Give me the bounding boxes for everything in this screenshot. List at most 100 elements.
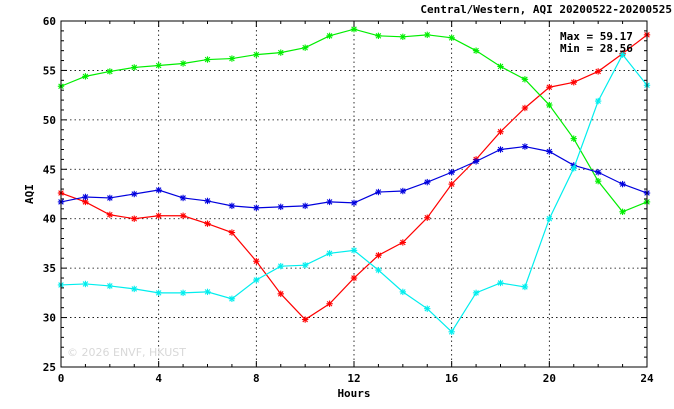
series-0-point bbox=[399, 239, 407, 246]
series-3-point bbox=[472, 289, 480, 297]
series-0-point bbox=[497, 128, 504, 135]
series-0-point bbox=[131, 215, 138, 222]
series-3-point bbox=[399, 288, 407, 296]
series-2-point bbox=[106, 194, 114, 202]
series-0-point bbox=[570, 79, 577, 86]
grid bbox=[61, 21, 647, 367]
series-2-point bbox=[131, 190, 138, 198]
series-0-point bbox=[521, 104, 529, 112]
y-tick-label: 25 bbox=[43, 361, 56, 374]
series-0-point bbox=[277, 290, 284, 298]
series-1-point bbox=[155, 62, 162, 69]
y-tick-label: 60 bbox=[43, 15, 56, 28]
series-2-point bbox=[594, 169, 602, 176]
series-1-point bbox=[350, 26, 358, 33]
series-1-point bbox=[594, 177, 602, 185]
max-stat-label: Max = 59.17 bbox=[560, 30, 633, 43]
series-1-point bbox=[326, 32, 333, 40]
series-1-point bbox=[253, 51, 260, 58]
y-tick-label: 35 bbox=[43, 262, 56, 275]
series-3-point bbox=[179, 289, 187, 297]
series-0-point bbox=[301, 316, 309, 323]
series-3-point bbox=[375, 266, 382, 274]
series-2-point bbox=[350, 199, 358, 207]
series-3-point bbox=[155, 289, 162, 297]
series-2-point bbox=[301, 202, 309, 210]
series-2-point bbox=[619, 180, 626, 188]
series-1-point bbox=[399, 33, 407, 41]
series-2-point bbox=[399, 187, 407, 195]
series-3-point bbox=[521, 283, 529, 291]
series-3-point bbox=[350, 247, 358, 254]
series-0-point bbox=[326, 300, 333, 307]
series-0-point bbox=[204, 220, 211, 227]
series-3-point bbox=[594, 97, 602, 105]
x-tick-label: 0 bbox=[58, 372, 65, 385]
x-tick-label: 20 bbox=[543, 372, 556, 385]
series-3-point bbox=[301, 261, 309, 269]
series-2-point bbox=[497, 146, 504, 153]
series-2-point bbox=[204, 197, 211, 205]
series-2-point bbox=[326, 198, 333, 206]
series-1-point bbox=[277, 49, 284, 56]
series-0-point bbox=[350, 274, 358, 282]
series-1-point bbox=[228, 55, 236, 62]
series-2-point bbox=[155, 186, 162, 194]
series-0-point bbox=[228, 229, 236, 236]
series-3-point bbox=[204, 288, 211, 296]
y-tick-label: 30 bbox=[43, 312, 56, 325]
series-1-point bbox=[546, 101, 553, 109]
series-3-point bbox=[546, 215, 553, 222]
y-tick-label: 45 bbox=[43, 163, 56, 176]
series-2-point bbox=[375, 188, 382, 196]
series-2-point bbox=[277, 203, 284, 211]
x-tick-label: 24 bbox=[640, 372, 654, 385]
y-axis-title: AQI bbox=[23, 184, 36, 204]
series-1-point bbox=[204, 56, 211, 63]
x-tick-label: 4 bbox=[155, 372, 162, 385]
series-3-point bbox=[82, 280, 89, 288]
y-tick-label: 50 bbox=[43, 114, 56, 127]
series-1-point bbox=[424, 31, 431, 39]
series-2-point bbox=[228, 202, 236, 210]
series-3-point bbox=[131, 285, 138, 293]
series-1-point bbox=[301, 44, 309, 51]
series-0-point bbox=[106, 211, 114, 218]
series-3-point bbox=[326, 250, 333, 257]
series-3-point bbox=[497, 279, 504, 287]
series-2-point bbox=[521, 143, 529, 150]
series-1-point bbox=[472, 47, 480, 54]
series-1-point bbox=[497, 63, 504, 70]
series-3-point bbox=[424, 305, 431, 312]
series-3-point bbox=[277, 262, 284, 270]
plot-frame bbox=[60, 20, 648, 368]
series-1-point bbox=[619, 208, 626, 215]
series-3-point bbox=[253, 276, 260, 284]
series-0-point bbox=[424, 214, 431, 221]
x-tick-label: 8 bbox=[253, 372, 260, 385]
series-3-point bbox=[570, 165, 577, 172]
series-1-point bbox=[131, 64, 138, 71]
series-0-point bbox=[448, 180, 455, 188]
series-3-point bbox=[228, 295, 236, 302]
series-1-point bbox=[375, 32, 382, 40]
ticks: 0 4 8 12 16 20 24 25 30 35 40 45 50 55 60 bbox=[43, 15, 654, 385]
watermark: © 2026 ENVF, HKUST bbox=[67, 346, 186, 359]
series-1-point bbox=[521, 76, 529, 83]
series-1-point bbox=[106, 68, 114, 75]
chart-title: Central/Western, AQI 20200522-20200525 bbox=[420, 3, 672, 16]
series-2-point bbox=[253, 204, 260, 212]
series-0-point bbox=[375, 252, 382, 259]
series-2-point bbox=[472, 158, 480, 165]
series-0-point bbox=[594, 68, 602, 75]
x-tick-label: 12 bbox=[347, 372, 360, 385]
y-tick-label: 55 bbox=[43, 64, 56, 77]
series-2-point bbox=[448, 169, 455, 176]
series-2-point bbox=[179, 194, 187, 202]
x-axis-title: Hours bbox=[337, 387, 370, 400]
series-2-point bbox=[82, 193, 89, 201]
series-1-point bbox=[448, 34, 455, 42]
series-0-point bbox=[253, 258, 260, 265]
series-0-point bbox=[155, 212, 162, 219]
series-layer bbox=[57, 26, 651, 336]
